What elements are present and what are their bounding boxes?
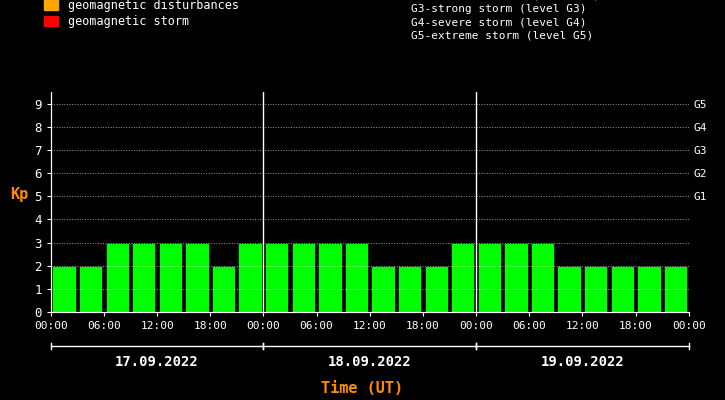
Text: 17.09.2022: 17.09.2022 (115, 355, 199, 369)
Bar (478, 242, 501, 312)
Bar (637, 266, 660, 312)
Bar (558, 266, 581, 312)
Bar (584, 266, 608, 312)
Bar (132, 242, 155, 312)
Bar (106, 242, 129, 312)
Bar (239, 242, 262, 312)
Bar (159, 242, 182, 312)
Bar (505, 242, 528, 312)
Bar (398, 266, 421, 312)
Bar (265, 242, 289, 312)
Y-axis label: Kp: Kp (9, 187, 28, 202)
Bar (345, 242, 368, 312)
Text: G1-minor storm (level G1)
G2-moderate storm (level G2)
G3-strong storm (level G3: G1-minor storm (level G1) G2-moderate st… (411, 0, 600, 40)
Bar (186, 242, 209, 312)
Bar (610, 266, 634, 312)
Bar (291, 242, 315, 312)
Legend: geomagnetic calm, geomagnetic disturbances, geomagnetic storm: geomagnetic calm, geomagnetic disturbanc… (44, 0, 239, 28)
Bar (212, 266, 235, 312)
Text: 19.09.2022: 19.09.2022 (541, 355, 624, 369)
Bar (318, 242, 341, 312)
Bar (371, 266, 394, 312)
Bar (52, 266, 75, 312)
Bar (664, 266, 687, 312)
Bar (79, 266, 102, 312)
Text: Time (UT): Time (UT) (321, 381, 404, 396)
Bar (425, 266, 448, 312)
Text: 18.09.2022: 18.09.2022 (328, 355, 412, 369)
Bar (531, 242, 554, 312)
Bar (451, 242, 474, 312)
